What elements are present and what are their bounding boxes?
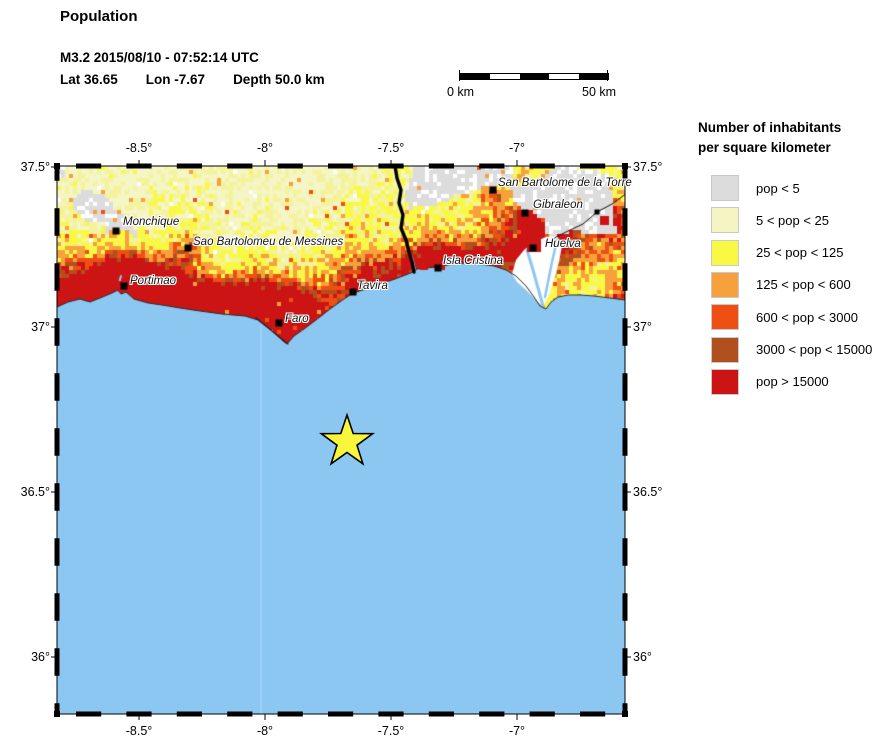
scale-bar-zero-label: 0 km (447, 85, 475, 99)
scale-bar-segment-2 (519, 74, 550, 79)
legend-label-6: pop > 15000 (756, 374, 829, 390)
legend-title-line2: per square kilometer (698, 140, 831, 155)
legend-label-2: 25 < pop < 125 (756, 245, 844, 261)
event-latitude: Lat 36.65 (60, 72, 118, 87)
legend-title-line1: Number of inhabitants (698, 120, 842, 135)
event-longitude: Lon -7.67 (145, 72, 206, 87)
scale-bar-left-tick (459, 70, 460, 81)
scale-bar-segment-3 (549, 74, 579, 79)
event-depth: Depth 50.0 km (233, 72, 325, 87)
legend-item-3: 125 < pop < 600 (711, 271, 851, 298)
legend-swatch-1 (711, 207, 739, 234)
city-label-huelva: Huelva (545, 238, 581, 250)
axis-label-left-37.5°: 37.5° (20, 160, 50, 174)
page-title: Population (60, 8, 138, 25)
legend-swatch-4 (711, 304, 739, 331)
city-label-gibraleon: Gibraleon (533, 199, 583, 211)
legend-label-4: 600 < pop < 3000 (756, 309, 858, 325)
axis-label-top--8.5°: -8.5° (125, 141, 153, 155)
scale-bar: 0 km 50 km (447, 69, 616, 99)
legend-item-6: pop > 15000 (711, 368, 829, 395)
axis-label-bottom--7.5°: -7.5° (377, 724, 405, 738)
axis-label-left-36.5°: 36.5° (20, 485, 50, 499)
city-label-faro: Faro (285, 313, 309, 325)
axis-label-right-36.5°: 36.5° (633, 485, 663, 499)
legend-item-2: 25 < pop < 125 (711, 239, 844, 266)
city-label-san-bartolome-de-la-torre: San Bartolome de la Torre (498, 177, 632, 189)
axis-label-left-36°: 36° (31, 650, 50, 664)
scale-bar-right-tick (607, 70, 608, 81)
legend-swatch-5 (711, 336, 739, 363)
city-label-monchique: Monchique (123, 216, 180, 228)
legend-item-4: 600 < pop < 3000 (711, 304, 858, 331)
legend-label-3: 125 < pop < 600 (756, 277, 851, 293)
legend: Number of inhabitants per square kilomet… (698, 118, 883, 475)
axis-label-bottom--7°: -7° (508, 724, 526, 738)
legend-swatch-6 (711, 368, 739, 395)
axis-label-bottom--8°: -8° (256, 724, 274, 738)
legend-item-5: 3000 < pop < 15000 (711, 336, 873, 363)
legend-label-5: 3000 < pop < 15000 (756, 342, 873, 357)
axis-label-top--7°: -7° (508, 141, 526, 155)
legend-label-1: 5 < pop < 25 (756, 212, 830, 228)
city-label-isla-cristina: Isla Cristina (443, 255, 504, 267)
axis-label-bottom--8.5°: -8.5° (125, 724, 153, 738)
scale-bar-segment-1 (490, 74, 520, 79)
axis-label-right-36°: 36° (633, 650, 652, 664)
axis-label-top--8°: -8° (256, 141, 274, 155)
scale-bar-segment-0 (461, 74, 491, 79)
scale-bar-segment-4 (578, 74, 609, 79)
scale-bar-segments (460, 73, 609, 80)
legend-items: pop < 5 5 < pop < 25 25 < pop < 125 125 < p… (698, 175, 883, 475)
legend-swatch-0 (711, 175, 739, 201)
legend-swatch-3 (711, 271, 739, 298)
legend-item-1: 5 < pop < 25 (711, 207, 830, 234)
city-label-portimao: Portimao (130, 275, 177, 287)
city-label-sao-bartolomeu-de-messines: Sao Bartolomeu de Messines (193, 236, 344, 248)
city-label-tavira: Tavira (357, 280, 388, 292)
axis-label-right-37°: 37° (633, 320, 652, 334)
event-coordinates: Lat 36.65 Lon -7.67 Depth 50.0 km (60, 72, 325, 87)
legend-label-0: pop < 5 (756, 180, 800, 196)
axis-label-left-37°: 37° (31, 320, 50, 334)
population-density-raster-map (57, 166, 625, 714)
event-magnitude-datetime: M3.2 2015/08/10 - 07:52:14 UTC (60, 50, 259, 65)
axis-label-right-37.5°: 37.5° (633, 160, 663, 174)
legend-swatch-2 (711, 239, 739, 266)
axis-label-top--7.5°: -7.5° (377, 141, 405, 155)
scale-bar-max-label: 50 km (582, 85, 617, 99)
legend-item-0: pop < 5 (711, 175, 800, 201)
